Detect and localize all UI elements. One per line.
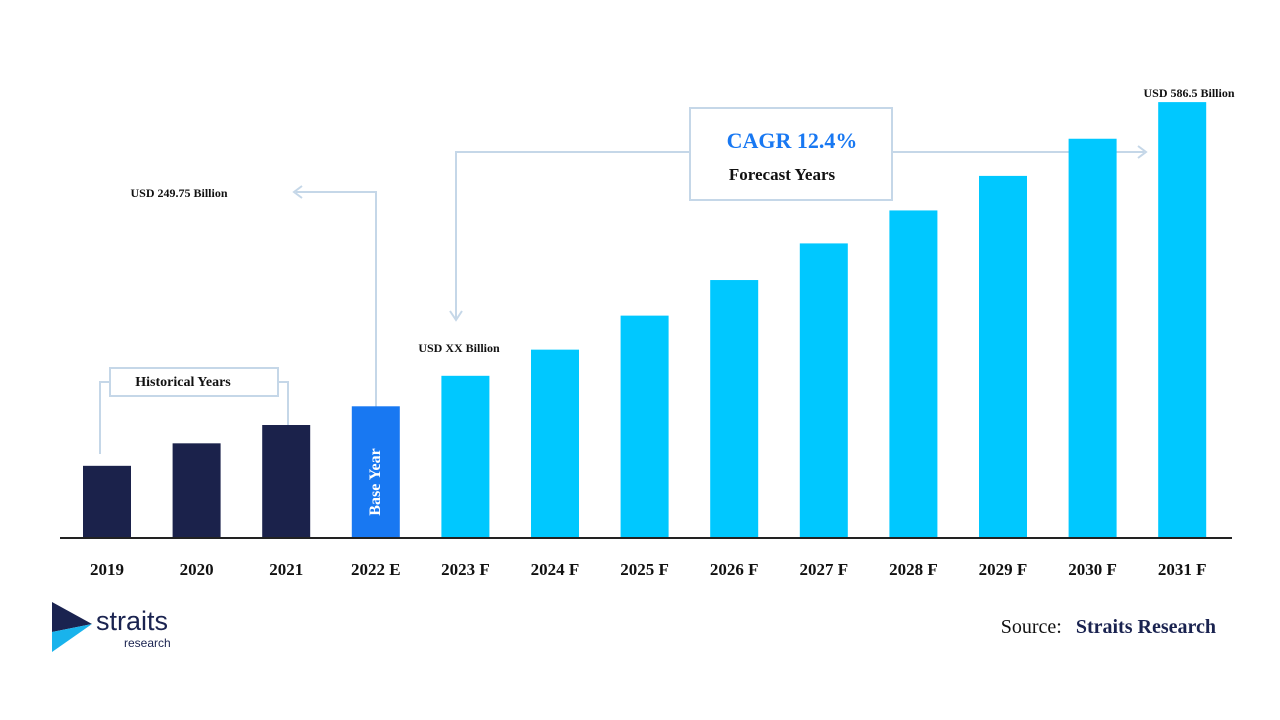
straits-logo-icon [52,602,92,652]
source-name: Straits Research [1075,616,1216,638]
bar-2029-f [979,175,1027,537]
x-tick-label: 2030 F [1068,560,1117,579]
bar-2019 [83,465,131,537]
base-year-value-label: USD 249.75 Billion [130,186,227,200]
logo-wordmark: straits [96,606,169,636]
x-tick-label: 2025 F [620,560,669,579]
forecast-years-label: Forecast Years [729,165,836,184]
bar-2025-f [620,315,669,537]
bar-2026-f [710,280,759,537]
historical-label-box [109,367,279,397]
bar-2021 [262,425,311,537]
historical-bracket [99,381,110,454]
bar-2023-f [441,375,490,537]
logo-subtitle: research [124,636,171,650]
x-tick-label: 2020 [180,560,214,579]
bar-2027-f [799,243,848,537]
logo-light-chevron [52,624,92,652]
source-credit: Source: Straits Research [1001,616,1216,639]
x-tick-label: 2024 F [531,560,580,579]
bar-2028-f [889,210,938,537]
x-tick-labels: 2019 2020 2021 2022 E 2023 F 2024 F 2025 F 2026… [90,560,1207,579]
x-tick-label: 2027 F [799,560,848,579]
x-tick-label: 2021 [269,560,303,579]
x-tick-label: 2022 E [351,560,401,579]
bar-2030-f [1068,138,1117,537]
base-year-arrowhead [292,185,303,199]
x-tick-label: 2026 F [710,560,759,579]
cagr-label: CAGR 12.4% [727,128,858,153]
x-tick-label: 2029 F [979,560,1028,579]
x-tick-label: 2031 F [1158,560,1207,579]
source-label: Source: [1000,616,1062,638]
x-tick-label: 2019 [90,560,124,579]
historical-bracket-right [278,381,289,432]
bar-2031-f [1158,102,1207,538]
forecast-start-value-label: USD XX Billion [418,341,500,355]
bar-2024-f [531,349,579,537]
base-year-bar-label: Base Year [367,448,384,515]
bar-2020 [172,443,221,537]
bars [83,102,1207,538]
base-year-connector [296,191,377,420]
x-tick-label: 2028 F [889,560,938,579]
cagr-connector-left [455,151,690,318]
historical-years-label: Historical Years [135,375,231,390]
final-value-label: USD 586.5 Billion [1143,86,1234,100]
cagr-box [689,107,893,201]
logo-dark-chevron [52,602,92,632]
cagr-down-arrowhead [449,310,463,322]
cagr-right-arrowhead [1137,145,1148,159]
x-tick-label: 2023 F [441,560,490,579]
bar-2022-e [351,406,400,537]
